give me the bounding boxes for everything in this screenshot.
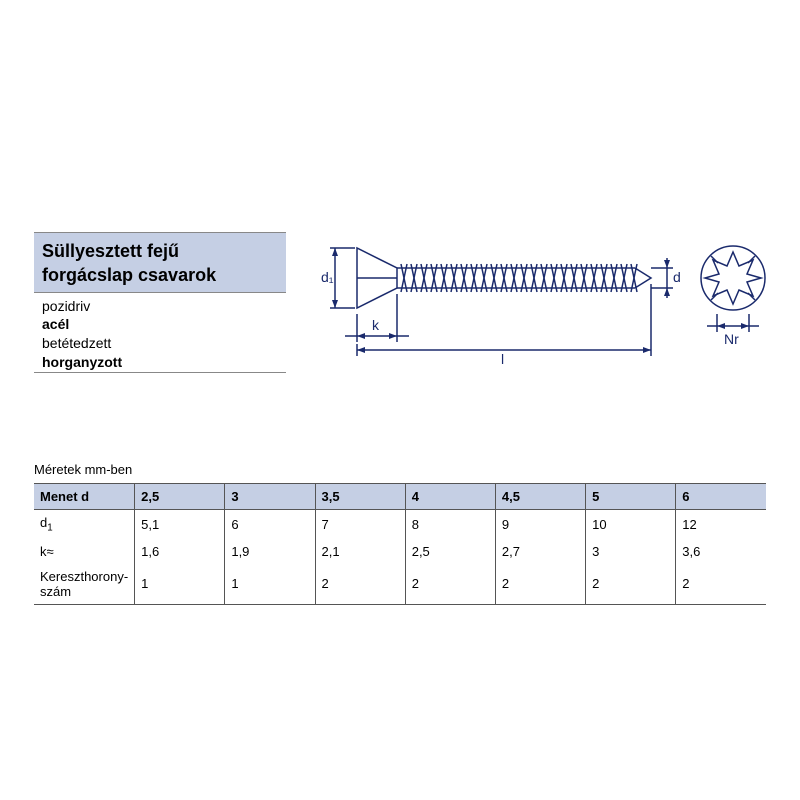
table-col-header: 6 (676, 484, 766, 510)
table-cell: 2 (315, 564, 405, 605)
table-cell: 2 (495, 564, 585, 605)
table-row: d15,167891012 (34, 510, 766, 539)
spec-line: betétedzett (42, 334, 286, 353)
dimensions-table-section: Méretek mm-ben Menet d 2,533,544,556 d15… (34, 462, 766, 605)
spec-line: horganyzott (42, 353, 286, 372)
dimensions-table: Menet d 2,533,544,556 d15,167891012k≈1,6… (34, 483, 766, 605)
spec-line: acél (42, 315, 286, 334)
spec-line: pozidriv (42, 297, 286, 316)
table-body: d15,167891012k≈1,61,92,12,52,733,6Keresz… (34, 510, 766, 605)
table-col-header: 4,5 (495, 484, 585, 510)
dim-d1-label: d₁ (321, 269, 334, 285)
table-col-header: 5 (586, 484, 676, 510)
table-cell: 8 (405, 510, 495, 539)
table-cell: 9 (495, 510, 585, 539)
spec-list: pozidrivacélbetétedzetthorganyzott (34, 293, 286, 374)
table-cell: 2,1 (315, 539, 405, 564)
title-line-2: forgácslap csavarok (42, 263, 278, 287)
table-header-row: Menet d 2,533,544,556 (34, 484, 766, 510)
table-cell: 3 (586, 539, 676, 564)
table-cell: 2,7 (495, 539, 585, 564)
dim-d-label: d (673, 269, 681, 285)
table-cell: 12 (676, 510, 766, 539)
table-cell: 2,5 (405, 539, 495, 564)
table-cell: 7 (315, 510, 405, 539)
dim-l-label: l (501, 351, 504, 367)
title-line-1: Süllyesztett fejű (42, 239, 278, 263)
table-row: k≈1,61,92,12,52,733,6 (34, 539, 766, 564)
row-label: d1 (34, 510, 135, 539)
table-cell: 6 (225, 510, 315, 539)
dim-nr-label: Nr (724, 331, 739, 347)
table-cell: 2 (405, 564, 495, 605)
table-cell: 2 (676, 564, 766, 605)
table-col-header: 3 (225, 484, 315, 510)
table-cell: 1,6 (135, 539, 225, 564)
table-caption: Méretek mm-ben (34, 462, 766, 477)
table-cell: 3,6 (676, 539, 766, 564)
table-cell: 1,9 (225, 539, 315, 564)
dim-k-label: k (372, 317, 380, 333)
table-col-header: 4 (405, 484, 495, 510)
row-label: k≈ (34, 539, 135, 564)
screw-diagram: d₁ d k (315, 218, 775, 368)
table-cell: 1 (135, 564, 225, 605)
table-cell: 5,1 (135, 510, 225, 539)
table-header-label: Menet d (34, 484, 135, 510)
product-title-box: Süllyesztett fejű forgácslap csavarok (34, 232, 286, 293)
table-col-header: 3,5 (315, 484, 405, 510)
table-row: Kereszthorony-szám1122222 (34, 564, 766, 605)
product-header: Süllyesztett fejű forgácslap csavarok po… (34, 232, 286, 373)
table-cell: 2 (586, 564, 676, 605)
table-cell: 1 (225, 564, 315, 605)
row-label: Kereszthorony-szám (34, 564, 135, 605)
table-cell: 10 (586, 510, 676, 539)
table-col-header: 2,5 (135, 484, 225, 510)
